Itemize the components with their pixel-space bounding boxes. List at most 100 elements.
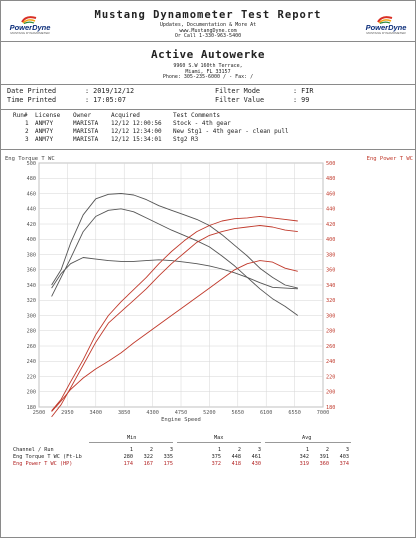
y-left-tick-label: 320 xyxy=(27,298,36,304)
stats-run-number: 3 xyxy=(345,447,349,453)
stats-power-value: 175 xyxy=(163,461,173,467)
shop-address-2: Miami, FL 33157 xyxy=(185,68,231,75)
y-right-tick-label: 260 xyxy=(326,344,335,350)
stats-power-value: 174 xyxy=(123,461,133,467)
shop-info: Active Autowerke 9960 S.W 160th Terrace,… xyxy=(1,41,415,85)
time-printed-value: : 17:05:07 xyxy=(85,96,126,104)
filter-mode-value: : FIR xyxy=(293,87,314,95)
stats-rule-min xyxy=(89,442,173,443)
run-acquired: 12/12 12:00:56 xyxy=(111,120,162,127)
x-tick-label: 3400 xyxy=(90,410,103,416)
x-tick-label: 2950 xyxy=(61,410,74,416)
y-left-tick-label: 180 xyxy=(27,405,36,411)
logo-tag: MUSTANG DYNAMOMETER xyxy=(366,31,406,35)
run-acquired: 12/12 12:34:00 xyxy=(111,128,162,135)
stats-run-number: 1 xyxy=(129,447,133,453)
x-tick-label: 2500 xyxy=(33,410,46,416)
shop-name: Active Autowerke xyxy=(151,48,265,61)
stats-torque-value: 448 xyxy=(231,454,241,460)
runs-header-license: License xyxy=(35,112,61,119)
header-subline-2: www.MustangDyne.com xyxy=(179,27,237,34)
run-owner: MARISTA xyxy=(73,136,99,143)
x-tick-label: 4750 xyxy=(175,410,188,416)
x-tick-label: 7000 xyxy=(317,410,330,416)
y-right-tick-label: 360 xyxy=(326,268,335,274)
run-acquired: 12/12 15:34:01 xyxy=(111,136,162,143)
run-number: 2 xyxy=(25,128,29,135)
series-torque-run-3-line xyxy=(51,193,298,289)
run-owner: MARISTA xyxy=(73,128,99,135)
run-comment: New Stg1 - 4th gear - clean pull xyxy=(173,128,289,135)
shop-address-1: 9960 S.W 160th Terrace, xyxy=(173,63,243,69)
stats-run-number: 2 xyxy=(325,447,329,453)
stats-group-avg: Avg xyxy=(302,435,312,441)
y-left-tick-label: 300 xyxy=(27,313,36,319)
stats-torque-value: 335 xyxy=(163,454,173,460)
filter-value-label: Filter Value xyxy=(215,96,265,104)
y-left-tick-label: 280 xyxy=(27,329,36,335)
series-power-run-1-line xyxy=(51,260,298,412)
run-license: ANM7Y xyxy=(35,128,54,135)
stats-torque-value: 342 xyxy=(299,454,309,460)
stats-torque-label: Eng Torque T WC (Ft-Lb xyxy=(13,454,82,460)
stats-power-value: 374 xyxy=(339,461,349,467)
filter-mode-label: Filter Mode xyxy=(215,87,261,95)
runs-header-owner: Owner xyxy=(73,112,92,119)
stats-rule-max xyxy=(177,442,261,443)
logo-word: PowerDyne xyxy=(9,23,51,32)
run-license: ANM7Y xyxy=(35,120,54,127)
y-left-axis-label: Eng Torque T WC xyxy=(5,156,55,162)
run-number: 1 xyxy=(25,120,29,127)
filter-value-value: : 99 xyxy=(293,96,310,104)
y-right-tick-label: 380 xyxy=(326,252,335,258)
y-right-tick-label: 480 xyxy=(326,176,335,182)
y-right-tick-label: 180 xyxy=(326,405,335,411)
report-title: Mustang Dynamometer Test Report xyxy=(94,9,322,21)
print-meta: Date Printed : 2019/12/12 Time Printed :… xyxy=(1,84,415,110)
y-right-tick-label: 400 xyxy=(326,237,335,243)
y-right-tick-label: 440 xyxy=(326,207,335,213)
y-right-axis-label: Eng Power T WC xyxy=(367,156,413,162)
y-left-tick-label: 480 xyxy=(27,176,36,182)
run-number: 3 xyxy=(25,136,29,143)
x-tick-label: 6100 xyxy=(260,410,273,416)
stats-torque-value: 322 xyxy=(143,454,153,460)
y-left-tick-label: 200 xyxy=(27,390,36,396)
powerdyne-logo-left: PowerDyne MUSTANG DYNAMOMETER xyxy=(7,15,53,35)
y-right-tick-label: 340 xyxy=(326,283,335,289)
y-right-tick-label: 460 xyxy=(326,191,335,197)
stats-table: Min Max Avg Channel / Run Eng Torque T W… xyxy=(1,433,415,473)
stats-power-value: 360 xyxy=(319,461,329,467)
stats-run-number: 2 xyxy=(149,447,153,453)
logo-tag: MUSTANG DYNAMOMETER xyxy=(10,31,50,35)
y-left-tick-label: 400 xyxy=(27,237,36,243)
y-left-tick-label: 360 xyxy=(27,268,36,274)
date-printed-label: Date Printed xyxy=(7,87,57,95)
run-comment: Stock - 4th gear xyxy=(173,120,231,127)
runs-header-acquired: Acquired xyxy=(111,112,140,119)
stats-torque-value: 280 xyxy=(123,454,133,460)
header-subline-1: Updates, Documentation & More At xyxy=(159,22,257,28)
y-right-tick-label: 200 xyxy=(326,390,335,396)
y-right-tick-label: 420 xyxy=(326,222,335,228)
stats-group-max: Max xyxy=(214,435,224,441)
y-right-tick-label: 500 xyxy=(326,161,335,167)
run-license: ANM7Y xyxy=(35,136,54,143)
x-tick-label: 5200 xyxy=(203,410,216,416)
stats-run-number: 2 xyxy=(237,447,241,453)
y-left-tick-label: 440 xyxy=(27,207,36,213)
dyno-chart-svg: 180 200 220 240 260 280 300 320 340 360 380 400 420 4… xyxy=(5,156,413,423)
stats-run-label: Channel / Run xyxy=(13,447,54,453)
header-subline-3: Or Call 1-330-963-5400 xyxy=(174,33,242,39)
y-right-tick-label: 220 xyxy=(326,374,335,380)
x-tick-label: 5650 xyxy=(232,410,245,416)
dyno-chart: 180 200 220 240 260 280 300 320 340 360 380 400 420 4… xyxy=(1,151,416,431)
y-right-tick-label: 240 xyxy=(326,359,335,365)
report-header: PowerDyne MUSTANG DYNAMOMETER Mustang Dy… xyxy=(1,1,415,42)
stats-run-number: 3 xyxy=(257,447,261,453)
y-left-tick-label: 240 xyxy=(27,359,36,365)
y-right-tick-label: 280 xyxy=(326,329,335,335)
stats-power-label: Eng Power T WC (HP) xyxy=(13,461,73,467)
shop-phone: Phone: 305-235-6000 / - Fax: / xyxy=(162,74,254,80)
stats-power-value: 167 xyxy=(143,461,153,467)
